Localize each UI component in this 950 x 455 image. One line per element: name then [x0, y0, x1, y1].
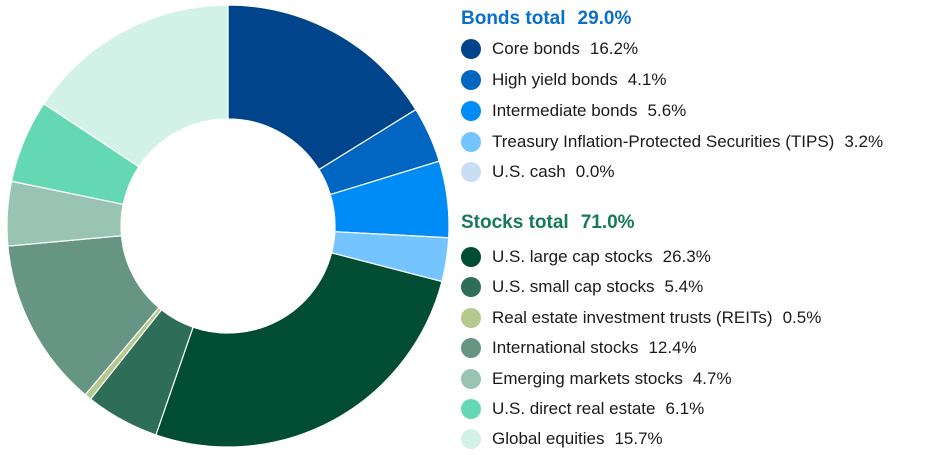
- legend-value: 0.0%: [575, 162, 615, 181]
- legend-swatch-icon: [461, 399, 481, 419]
- slice-global-equities: [43, 4, 229, 168]
- legend-label: U.S. cash: [492, 162, 566, 181]
- legend-label: U.S. direct real estate: [492, 399, 656, 418]
- stocks-total-heading: Stocks total 71.0%: [461, 212, 635, 234]
- legend-label: U.S. small cap stocks: [492, 277, 655, 296]
- legend-value: 5.4%: [664, 277, 704, 296]
- legend-value: 0.5%: [782, 308, 822, 327]
- legend-item: High yield bonds 4.1%: [461, 69, 666, 91]
- legend-item: Emerging markets stocks 4.7%: [461, 368, 732, 390]
- legend-value: 16.2%: [589, 39, 639, 58]
- legend-swatch-icon: [461, 162, 481, 182]
- legend-swatch-icon: [461, 338, 481, 358]
- legend-item: Real estate investment trusts (REITs) 0.5…: [461, 307, 821, 329]
- legend-item: International stocks 12.4%: [461, 337, 697, 359]
- legend-item: Treasury Inflation-Protected Securities …: [461, 131, 883, 153]
- legend-swatch-icon: [461, 247, 481, 267]
- legend-value: 26.3%: [662, 247, 711, 266]
- slice-core-bonds: [227, 4, 417, 171]
- bonds-total-heading: Bonds total 29.0%: [461, 8, 631, 30]
- donut-chart: [6, 4, 450, 448]
- legend-swatch-icon: [461, 308, 481, 328]
- legend-item: U.S. cash 0.0%: [461, 161, 614, 183]
- legend-item: Global equities 15.7%: [461, 428, 663, 450]
- legend-item: Core bonds 16.2%: [461, 38, 638, 60]
- legend-swatch-icon: [461, 277, 481, 297]
- legend-label: Core bonds: [492, 39, 580, 58]
- legend-swatch-icon: [461, 101, 481, 121]
- legend-value: 5.6%: [647, 101, 687, 120]
- legend-item: U.S. direct real estate 6.1%: [461, 398, 704, 420]
- legend-value: 12.4%: [648, 338, 697, 357]
- group-total: 71.0%: [580, 212, 635, 233]
- legend-swatch-icon: [461, 39, 481, 59]
- legend-swatch-icon: [461, 369, 481, 389]
- legend-value: 4.1%: [627, 70, 667, 89]
- legend-item: U.S. small cap stocks 5.4%: [461, 276, 703, 298]
- legend-label: Emerging markets stocks: [492, 369, 683, 388]
- group-total: 29.0%: [577, 8, 632, 29]
- legend-value: 6.1%: [665, 399, 705, 418]
- legend-label: High yield bonds: [492, 70, 618, 89]
- legend-label: U.S. large cap stocks: [492, 247, 653, 266]
- legend-label: Global equities: [492, 429, 605, 448]
- legend-value: 4.7%: [692, 369, 732, 388]
- legend-swatch-icon: [461, 429, 481, 449]
- group-title: Stocks total: [461, 212, 569, 233]
- legend-swatch-icon: [461, 70, 481, 90]
- legend-swatch-icon: [461, 132, 481, 152]
- group-title: Bonds total: [461, 8, 566, 29]
- legend-item: U.S. large cap stocks 26.3%: [461, 246, 711, 268]
- legend-label: Intermediate bonds: [492, 101, 638, 120]
- slice-u-s-large-cap-stocks: [155, 252, 443, 448]
- legend-value: 15.7%: [614, 429, 663, 448]
- legend-label: Real estate investment trusts (REITs): [492, 308, 773, 327]
- legend-item: Intermediate bonds 5.6%: [461, 100, 686, 122]
- legend-label: Treasury Inflation-Protected Securities …: [492, 132, 835, 151]
- legend-label: International stocks: [492, 338, 639, 357]
- legend-value: 3.2%: [844, 132, 884, 151]
